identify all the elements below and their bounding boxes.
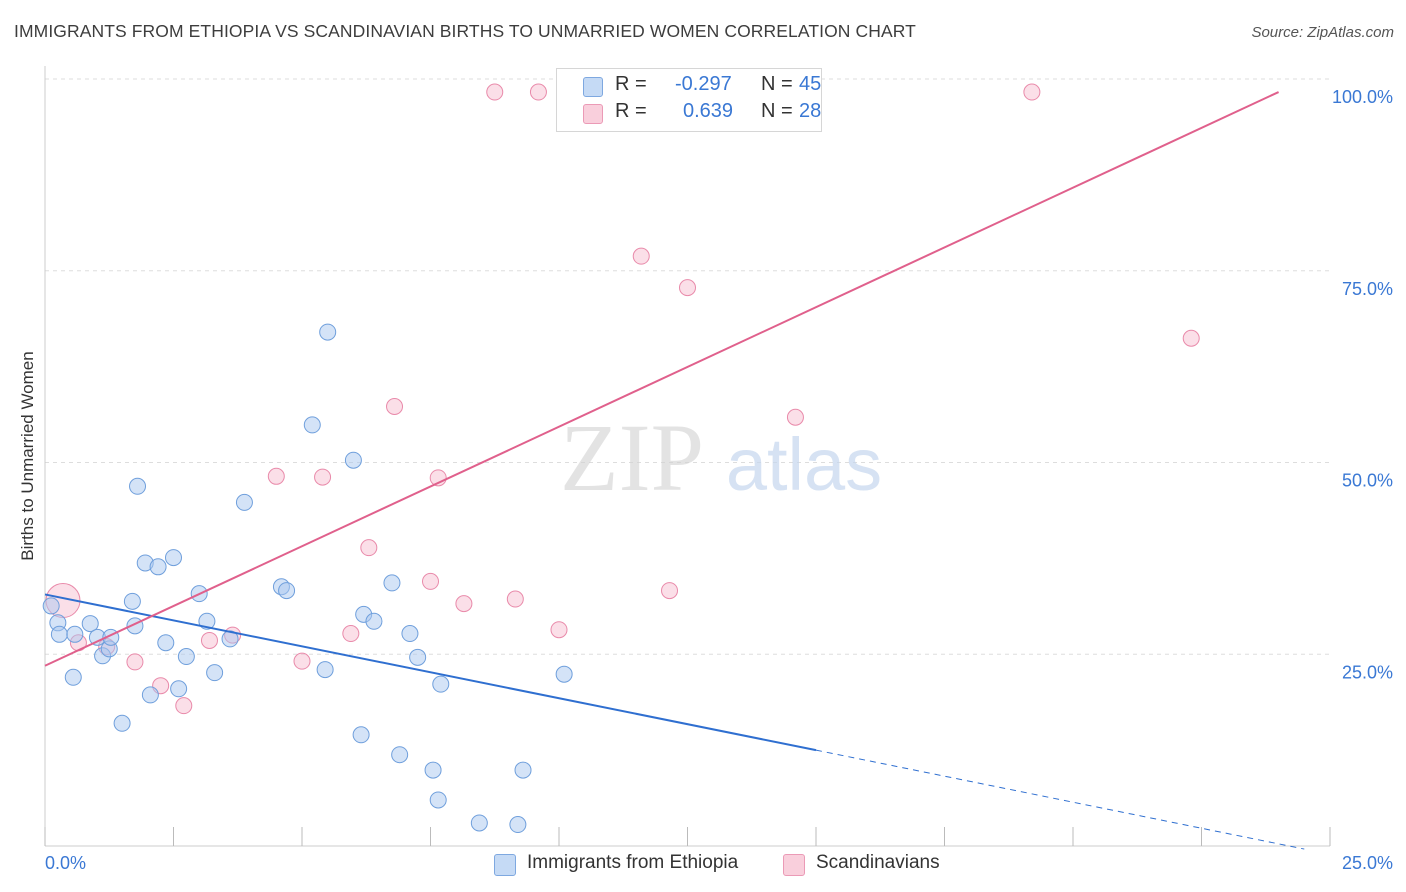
- scandinavians-point: [1023, 83, 1041, 101]
- legend-r-label: R =: [615, 100, 647, 122]
- ethiopia-point: [514, 761, 532, 779]
- ethiopia-point: [401, 625, 419, 643]
- scandinavians-point: [267, 467, 285, 485]
- ethiopia-point: [409, 648, 427, 666]
- scandinavians-points: [45, 83, 1200, 715]
- ethiopia-point: [509, 816, 527, 834]
- ethiopia-point: [141, 686, 159, 704]
- series-legend: Immigrants from Ethiopia Scandinavians: [0, 852, 1406, 878]
- ethiopia-point: [470, 814, 488, 832]
- scandinavians-point: [175, 697, 193, 715]
- x-tick-label: 25.0%: [1342, 853, 1393, 873]
- ethiopia-point: [383, 574, 401, 592]
- axes: [44, 66, 1331, 847]
- ethiopia-point: [344, 451, 362, 469]
- ethiopia-point: [113, 714, 131, 732]
- tick-labels: 25.0% 50.0% 75.0% 100.0% 0.0% 25.0%: [45, 87, 1393, 873]
- legend-swatch-ethiopia: [583, 77, 603, 97]
- scandinavians-point: [360, 539, 378, 557]
- legend-n-label: N =: [761, 73, 793, 95]
- stats-legend: R = -0.297 N = 45 R = 0.639 N = 28: [556, 68, 822, 132]
- ethiopia-point: [170, 680, 188, 698]
- scandinavians-point: [661, 582, 679, 600]
- y-axis-label: Births to Unmarried Women: [18, 351, 37, 561]
- ethiopia-point: [303, 416, 321, 434]
- scandinavians-point: [386, 398, 404, 416]
- legend-label-scandinavians: Scandinavians: [816, 852, 940, 873]
- watermark: ZIP atlas: [560, 404, 882, 511]
- ethiopia-point: [278, 582, 296, 600]
- scandinavians-point: [632, 247, 650, 265]
- y-tick-label: 25.0%: [1342, 662, 1393, 682]
- ethiopia-point: [81, 615, 99, 633]
- scandinavians-point: [293, 652, 311, 670]
- ethiopia-point: [316, 661, 334, 679]
- ethiopia-point: [352, 726, 370, 744]
- ethiopia-point: [365, 612, 383, 630]
- ethiopia-point: [42, 597, 60, 615]
- ethiopia-points: [42, 323, 573, 834]
- scandinavians-point: [529, 83, 547, 101]
- scandinavians-point: [550, 621, 568, 639]
- scandinavians-point: [314, 468, 332, 486]
- scandinavians-point: [342, 625, 360, 643]
- scandinavians-point: [679, 279, 696, 297]
- legend-swatch-scandinavians: [783, 854, 805, 876]
- ethiopia-point: [235, 493, 253, 511]
- scandinavians-point: [200, 631, 218, 649]
- ethiopia-point: [177, 648, 195, 666]
- watermark-zip: ZIP: [560, 404, 704, 511]
- scandinavians-point: [455, 595, 473, 613]
- ethiopia-trend-extension: [815, 749, 1305, 850]
- scandinavians-point: [422, 572, 439, 590]
- ethiopia-point: [157, 634, 175, 652]
- ethiopia-point: [123, 592, 141, 610]
- ethiopia-point: [66, 625, 84, 643]
- scandinavians-point: [506, 590, 524, 608]
- ethiopia-trend-line: [44, 593, 817, 752]
- scandinavians-trend-line: [44, 91, 1280, 667]
- ethiopia-point: [391, 746, 409, 764]
- legend-swatch-scandinavians: [583, 104, 603, 124]
- legend-r-label: R =: [615, 73, 647, 95]
- y-tick-label: 100.0%: [1332, 87, 1393, 107]
- ethiopia-point: [50, 625, 68, 643]
- ethiopia-point: [432, 675, 450, 693]
- legend-n-value: 45: [799, 73, 822, 95]
- chart-title: IMMIGRANTS FROM ETHIOPIA VS SCANDINAVIAN…: [14, 21, 916, 41]
- legend-n-value: 28: [799, 100, 822, 122]
- ethiopia-point: [319, 323, 337, 341]
- trend-lines: [44, 91, 1305, 850]
- source-label: Source: ZipAtlas.com: [1251, 24, 1394, 41]
- legend-label-ethiopia: Immigrants from Ethiopia: [527, 852, 739, 873]
- y-tick-label: 50.0%: [1342, 471, 1393, 491]
- x-tick-label: 0.0%: [45, 853, 86, 873]
- scandinavians-point: [1182, 329, 1200, 347]
- ethiopia-point: [64, 668, 82, 686]
- ethiopia-point: [555, 665, 573, 683]
- y-tick-label: 75.0%: [1342, 279, 1393, 299]
- ethiopia-point: [149, 558, 167, 576]
- ethiopia-point: [129, 477, 147, 495]
- ethiopia-point: [198, 612, 216, 630]
- scandinavians-point: [786, 408, 804, 426]
- scandinavians-point: [126, 653, 144, 671]
- ethiopia-point: [206, 664, 224, 682]
- legend-n-label: N =: [761, 100, 793, 122]
- ethiopia-point: [424, 761, 442, 779]
- legend-swatch-ethiopia: [494, 854, 516, 876]
- legend-r-value: 0.639: [683, 100, 734, 122]
- scandinavians-point: [486, 83, 504, 101]
- ethiopia-point: [429, 791, 447, 809]
- ethiopia-point: [165, 549, 182, 567]
- legend-r-value: -0.297: [675, 73, 732, 95]
- watermark-atlas: atlas: [726, 423, 882, 506]
